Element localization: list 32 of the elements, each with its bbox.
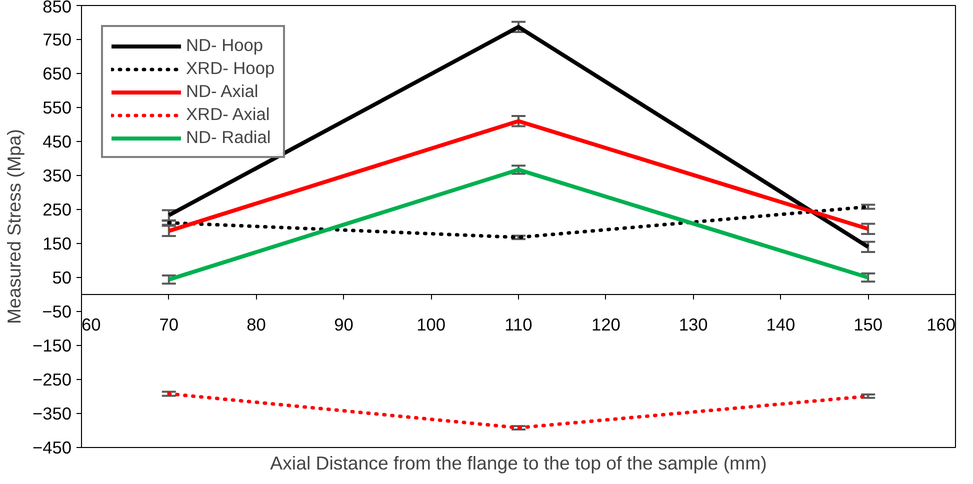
x-tick-label: 130 bbox=[678, 314, 708, 334]
y-tick-label: 850 bbox=[42, 0, 72, 16]
y-tick-label: −350 bbox=[32, 404, 72, 424]
legend-label: XRD- Hoop bbox=[186, 58, 275, 79]
y-tick-label: 450 bbox=[42, 132, 72, 152]
legend-label: ND- Axial bbox=[186, 81, 258, 102]
x-tick-label: 110 bbox=[504, 314, 532, 334]
legend-label: ND- Hoop bbox=[186, 35, 264, 56]
y-tick-label: 350 bbox=[42, 166, 72, 186]
y-tick-label: 50 bbox=[52, 268, 72, 288]
y-tick-label: 650 bbox=[42, 64, 72, 84]
y-tick-label: −250 bbox=[32, 370, 72, 390]
legend-label: XRD- Axial bbox=[186, 104, 270, 125]
y-tick-label: −50 bbox=[42, 302, 72, 322]
x-tick-label: 90 bbox=[334, 314, 354, 334]
y-axis-title: Measured Stress (Mpa) bbox=[3, 129, 24, 324]
x-tick-label: 120 bbox=[591, 314, 620, 334]
y-tick-label: −150 bbox=[32, 336, 72, 356]
x-tick-label: 100 bbox=[416, 314, 446, 334]
x-tick-label: 160 bbox=[926, 314, 956, 334]
y-tick-label: 550 bbox=[42, 98, 72, 118]
y-tick-label: 250 bbox=[42, 200, 72, 220]
x-tick-label: 60 bbox=[82, 314, 101, 334]
x-tick-label: 80 bbox=[246, 314, 266, 334]
legend-label: ND- Radial bbox=[186, 127, 271, 148]
x-tick-label: 70 bbox=[159, 314, 179, 334]
x-tick-label: 140 bbox=[766, 314, 796, 334]
x-axis-title: Axial Distance from the flange to the top of the sample (mm) bbox=[270, 452, 767, 474]
x-tick-label: 150 bbox=[854, 314, 883, 334]
y-tick-label: 750 bbox=[42, 30, 72, 50]
y-tick-label: 150 bbox=[42, 234, 72, 254]
y-tick-label: −450 bbox=[32, 438, 72, 458]
